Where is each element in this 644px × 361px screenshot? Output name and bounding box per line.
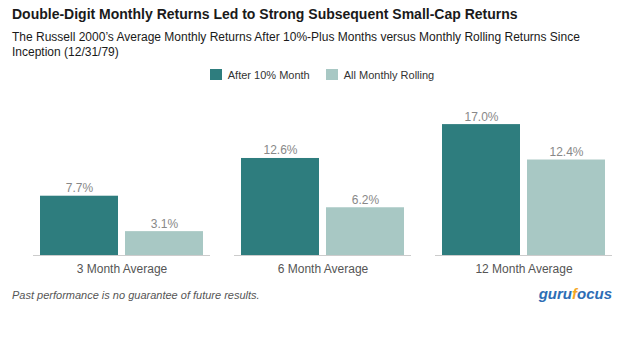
html-text:After 10% Month: After 10% Month: [227, 68, 310, 81]
svg-text:12.4%: 12.4%: [549, 145, 583, 159]
svg-text:17.0%: 17.0%: [464, 109, 498, 123]
svg-text:12 Month Average: 12 Month Average: [475, 262, 573, 276]
svg-text:3.1%: 3.1%: [151, 216, 179, 230]
html-text:All Monthly Rolling: All Monthly Rolling: [343, 68, 435, 81]
svg-text:6 Month Average: 6 Month Average: [278, 262, 369, 276]
svg-text:12.6%: 12.6%: [263, 143, 297, 157]
svg-text:3 Month Average: 3 Month Average: [77, 262, 168, 276]
svg-text:7.7%: 7.7%: [66, 181, 94, 195]
svg-text:6.2%: 6.2%: [352, 192, 380, 206]
html-text:Double-Digit Monthly Returns L: Double-Digit Monthly Returns Led to Stro…: [12, 6, 518, 22]
html-text:Past performance is no guarant: Past performance is no guarantee of futu…: [12, 288, 260, 301]
html-text:guru f ocus: guru f ocus: [538, 284, 612, 302]
html-text:The Russell 2000’s Average Mon: The Russell 2000’s Average Monthly Retur…: [12, 29, 580, 60]
